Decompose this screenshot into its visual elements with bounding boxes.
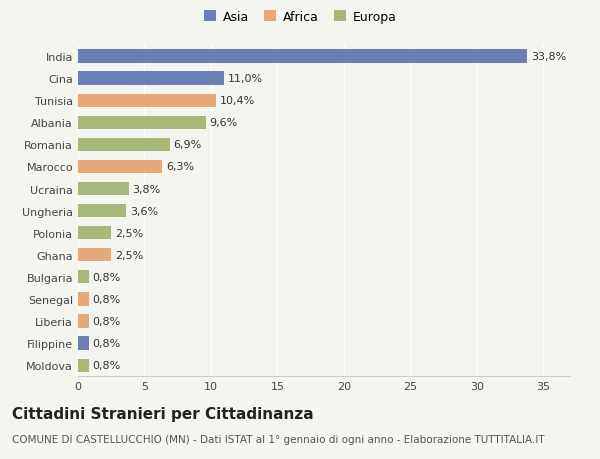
Text: COMUNE DI CASTELLUCCHIO (MN) - Dati ISTAT al 1° gennaio di ogni anno - Elaborazi: COMUNE DI CASTELLUCCHIO (MN) - Dati ISTA…: [12, 434, 545, 444]
Text: 10,4%: 10,4%: [220, 96, 256, 106]
Text: 0,8%: 0,8%: [92, 272, 121, 282]
Bar: [78, 227, 111, 240]
Bar: [78, 117, 206, 129]
Text: 11,0%: 11,0%: [228, 74, 263, 84]
Bar: [78, 73, 224, 85]
Text: Cittadini Stranieri per Cittadinanza: Cittadini Stranieri per Cittadinanza: [12, 406, 314, 421]
Bar: [78, 359, 89, 372]
Text: 33,8%: 33,8%: [532, 52, 566, 62]
Text: 2,5%: 2,5%: [115, 250, 143, 260]
Bar: [78, 95, 216, 107]
Text: 0,8%: 0,8%: [92, 360, 121, 370]
Text: 0,8%: 0,8%: [92, 338, 121, 348]
Text: 9,6%: 9,6%: [209, 118, 238, 128]
Legend: Asia, Africa, Europa: Asia, Africa, Europa: [202, 9, 398, 27]
Bar: [78, 183, 128, 196]
Bar: [78, 205, 126, 218]
Bar: [78, 139, 170, 151]
Text: 0,8%: 0,8%: [92, 294, 121, 304]
Bar: [78, 271, 89, 284]
Bar: [78, 249, 111, 262]
Bar: [78, 161, 162, 174]
Text: 6,9%: 6,9%: [174, 140, 202, 150]
Text: 3,8%: 3,8%: [133, 184, 161, 194]
Text: 6,3%: 6,3%: [166, 162, 194, 172]
Bar: [78, 337, 89, 350]
Text: 3,6%: 3,6%: [130, 206, 158, 216]
Bar: [78, 315, 89, 328]
Text: 0,8%: 0,8%: [92, 316, 121, 326]
Text: 2,5%: 2,5%: [115, 228, 143, 238]
Bar: [78, 50, 527, 63]
Bar: [78, 293, 89, 306]
